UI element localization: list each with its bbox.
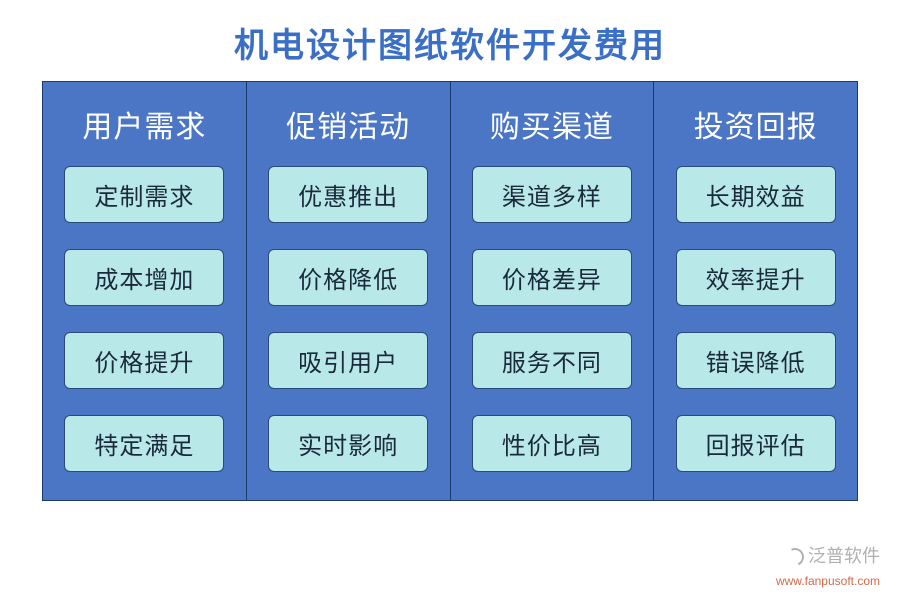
category-panel: 用户需求 定制需求 成本增加 价格提升 特定满足 促销活动 优惠推出 价格降低 … [42, 81, 858, 501]
column-header: 购买渠道 [490, 102, 614, 146]
category-item: 服务不同 [472, 332, 632, 389]
category-item: 实时影响 [268, 415, 428, 472]
category-item: 特定满足 [64, 415, 224, 472]
column-header: 投资回报 [694, 102, 818, 146]
column-channel: 购买渠道 渠道多样 价格差异 服务不同 性价比高 [451, 82, 655, 500]
main-title: 机电设计图纸软件开发费用 [0, 0, 900, 81]
category-item: 效率提升 [676, 249, 836, 306]
column-header: 促销活动 [286, 102, 410, 146]
category-item: 长期效益 [676, 166, 836, 223]
column-user-needs: 用户需求 定制需求 成本增加 价格提升 特定满足 [43, 82, 247, 500]
category-item: 成本增加 [64, 249, 224, 306]
watermark-url: www.fanpusoft.com [776, 574, 880, 588]
column-header: 用户需求 [82, 102, 206, 146]
category-item: 价格降低 [268, 249, 428, 306]
category-item: 性价比高 [472, 415, 632, 472]
category-item: 回报评估 [676, 415, 836, 472]
logo-icon [783, 545, 806, 568]
category-item: 吸引用户 [268, 332, 428, 389]
column-promotion: 促销活动 优惠推出 价格降低 吸引用户 实时影响 [247, 82, 451, 500]
watermark-brand-text: 泛普软件 [808, 546, 880, 568]
category-item: 定制需求 [64, 166, 224, 223]
column-roi: 投资回报 长期效益 效率提升 错误降低 回报评估 [654, 82, 857, 500]
category-item: 价格提升 [64, 332, 224, 389]
category-item: 优惠推出 [268, 166, 428, 223]
category-item: 错误降低 [676, 332, 836, 389]
watermark: 泛普软件 www.fanpusoft.com [776, 546, 880, 590]
watermark-brand: 泛普软件 [786, 546, 880, 568]
category-item: 渠道多样 [472, 166, 632, 223]
category-item: 价格差异 [472, 249, 632, 306]
